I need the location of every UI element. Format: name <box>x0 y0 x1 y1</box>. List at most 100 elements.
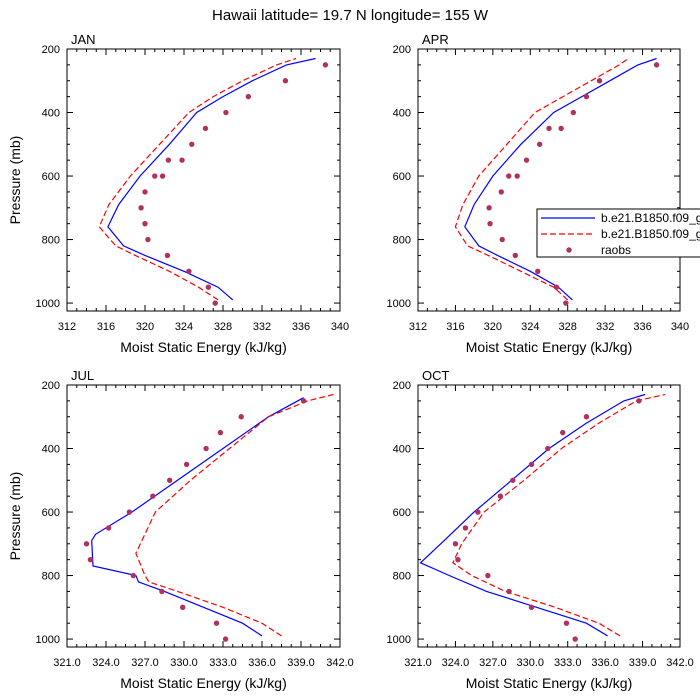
model-series-solid-line <box>91 397 304 637</box>
raobs-point <box>87 556 94 563</box>
raobs-point <box>105 525 112 531</box>
raobs-point <box>455 556 461 563</box>
x-tick-label: 342.0 <box>326 657 354 669</box>
x-tick-label: 339.0 <box>629 657 657 669</box>
x-tick-label: 316 <box>97 321 115 333</box>
raobs-point <box>462 525 469 531</box>
raobs-point <box>245 93 252 100</box>
y-tick-label: 1000 <box>36 298 60 310</box>
y-axis-label: Pressure (mb) <box>7 472 23 561</box>
panel-label: APR <box>422 32 449 47</box>
raobs-point <box>563 620 570 626</box>
raobs-point <box>535 268 541 275</box>
raobs-point <box>499 236 505 243</box>
y-tick-label: 800 <box>393 571 411 583</box>
raobs-point <box>138 205 144 211</box>
x-axis-label: Moist Static Energy (kJ/kg) <box>466 339 633 355</box>
x-tick-label: 336.0 <box>248 657 276 669</box>
raobs-point <box>202 125 209 132</box>
raobs-point <box>572 636 578 642</box>
model-series-solid-line <box>464 57 657 301</box>
raobs-point <box>506 588 512 595</box>
panel-label: JAN <box>71 32 96 47</box>
x-tick-label: 320 <box>136 321 154 333</box>
panel-label: JUL <box>71 368 94 383</box>
raobs-point <box>222 636 229 642</box>
x-tick-label: 327.0 <box>131 657 159 669</box>
y-tick-label: 600 <box>42 171 60 183</box>
x-axis-label: Moist Static Energy (kJ/kg) <box>466 675 633 691</box>
raobs-point <box>142 220 148 227</box>
y-tick-label: 600 <box>393 171 411 183</box>
raobs-point <box>514 173 520 179</box>
raobs-point <box>545 445 551 452</box>
raobs-point <box>528 461 535 468</box>
x-tick-label: 333.0 <box>554 657 582 669</box>
panel-oct: OCT 321.0 324.0 327.0 330.0 333.0 336.0 339.0 34… <box>387 368 694 691</box>
x-tick-label: 327.0 <box>479 657 507 669</box>
y-tick-label: 400 <box>393 108 411 120</box>
x-tick-label: 332 <box>253 321 271 333</box>
raobs-point <box>189 141 195 147</box>
raobs-point <box>583 414 590 420</box>
raobs-point <box>475 509 481 515</box>
x-tick-label: 324.0 <box>442 657 470 669</box>
plot-frame <box>417 48 681 312</box>
x-tick-label: 328 <box>559 321 577 333</box>
panel-label: OCT <box>422 368 450 383</box>
model-series-dashed-line <box>135 393 334 637</box>
x-tick-label: 321.0 <box>404 657 432 669</box>
y-tick-label: 1000 <box>387 634 411 646</box>
y-tick-label: 400 <box>42 444 60 456</box>
x-tick-label: 336.0 <box>591 657 619 669</box>
legend: b.e21.B1850.f09_g17 b.e21.B1850.f09_g17ra… <box>536 208 700 258</box>
x-tick-label: 342.0 <box>666 657 694 669</box>
raobs-point <box>205 284 212 290</box>
raobs-point <box>536 141 543 147</box>
y-tick-label: 400 <box>42 108 60 120</box>
y-tick-label: 200 <box>42 380 60 392</box>
figure-title: Hawaii latitude= 19.7 N longitude= 155 W <box>212 7 489 24</box>
model-series-solid-line <box>419 393 646 637</box>
legend-label: b.e21.B1850.f09_g17 <box>601 227 700 241</box>
legend-label: raobs <box>601 243 631 257</box>
raobs-point <box>183 461 190 468</box>
x-tick-label: 330.0 <box>170 657 198 669</box>
x-axis-label: Moist Static Energy (kJ/kg) <box>120 339 287 355</box>
raobs-point <box>498 189 504 195</box>
raobs-point <box>130 572 136 579</box>
raobs-point <box>165 157 172 163</box>
x-tick-label: 316 <box>446 321 464 333</box>
raobs-point <box>152 173 158 179</box>
x-tick-label: 340 <box>671 321 689 333</box>
panel-jan: JAN 312 316 320 324 328 332 336 340 200 400 600 800 1… <box>7 32 349 355</box>
raobs-point <box>180 604 186 611</box>
raobs-point <box>636 398 642 404</box>
raobs-point <box>558 125 564 132</box>
raobs-point <box>485 572 491 579</box>
raobs-point <box>528 604 535 611</box>
y-tick-label: 600 <box>42 507 60 519</box>
x-tick-label: 328 <box>214 321 232 333</box>
x-tick-label: 330.0 <box>517 657 545 669</box>
y-tick-label: 200 <box>393 44 411 56</box>
raobs-point <box>167 477 173 483</box>
y-tick-label: 800 <box>42 571 60 583</box>
y-tick-label: 600 <box>393 507 411 519</box>
raobs-point <box>596 78 603 84</box>
raobs-point <box>653 62 660 68</box>
plot-frame <box>66 48 341 312</box>
raobs-point <box>159 588 165 595</box>
raobs-point <box>523 157 530 163</box>
x-tick-label: 321.0 <box>53 657 81 669</box>
raobs-point <box>563 300 569 306</box>
panel-apr: APR 312 316 320 324 328 332 336 340 200 400 600 800 1… <box>387 32 690 355</box>
raobs-point <box>553 284 560 290</box>
raobs-point <box>300 398 307 404</box>
raobs-point <box>506 173 512 179</box>
y-tick-label: 400 <box>393 444 411 456</box>
raobs-point <box>203 445 209 452</box>
model-series-dashed-line <box>98 57 297 301</box>
x-tick-label: 324.0 <box>92 657 120 669</box>
